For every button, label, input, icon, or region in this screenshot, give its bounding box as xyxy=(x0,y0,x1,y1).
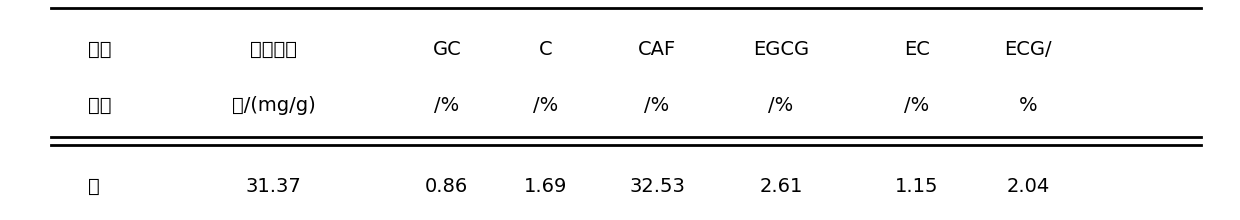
Text: 水: 水 xyxy=(88,176,99,196)
Text: ECG/: ECG/ xyxy=(1004,40,1052,59)
Text: %: % xyxy=(1019,96,1038,115)
Text: 率/(mg/g): 率/(mg/g) xyxy=(232,96,315,115)
Text: 31.37: 31.37 xyxy=(246,176,301,196)
Text: /%: /% xyxy=(533,96,558,115)
Text: 2.61: 2.61 xyxy=(759,176,802,196)
Text: 32.53: 32.53 xyxy=(629,176,684,196)
Text: C: C xyxy=(539,40,553,59)
Text: 提取: 提取 xyxy=(88,40,112,59)
Text: 0.86: 0.86 xyxy=(425,176,469,196)
Text: /%: /% xyxy=(645,96,670,115)
Text: 体系: 体系 xyxy=(88,96,112,115)
Text: 茶多酚得: 茶多酚得 xyxy=(250,40,298,59)
Text: CAF: CAF xyxy=(639,40,676,59)
Text: /%: /% xyxy=(769,96,794,115)
Text: 1.69: 1.69 xyxy=(525,176,568,196)
Text: GC: GC xyxy=(433,40,461,59)
Text: 2.04: 2.04 xyxy=(1007,176,1050,196)
Text: EC: EC xyxy=(904,40,930,59)
Text: /%: /% xyxy=(434,96,459,115)
Text: EGCG: EGCG xyxy=(753,40,808,59)
Text: /%: /% xyxy=(904,96,930,115)
Text: 1.15: 1.15 xyxy=(895,176,939,196)
